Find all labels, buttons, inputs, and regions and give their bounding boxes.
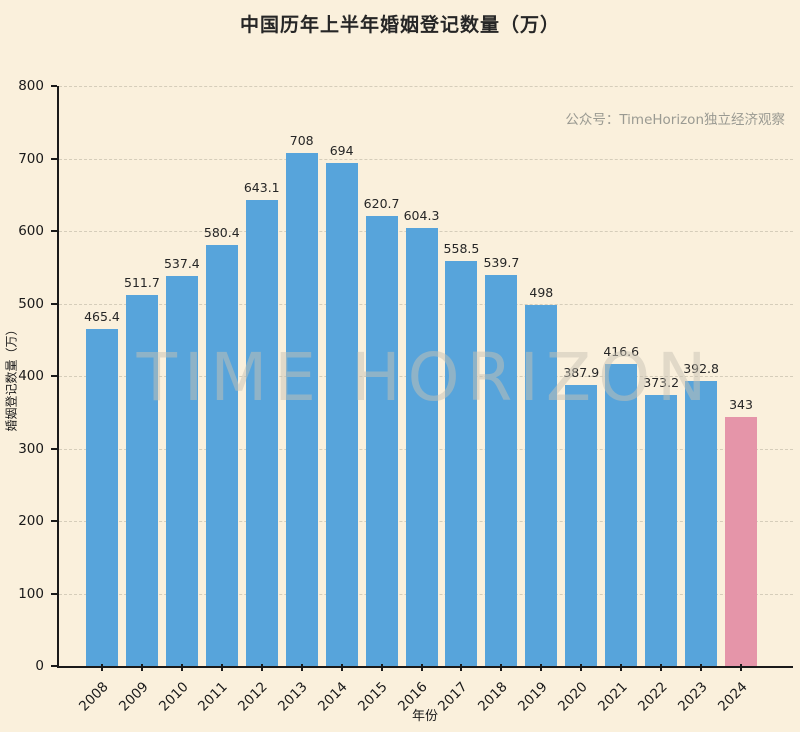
bar-value-label: 558.5 — [443, 241, 480, 257]
bar-value-label: 604.3 — [403, 207, 440, 223]
bar — [285, 152, 318, 666]
y-tick — [51, 665, 57, 667]
chart-title: 中国历年上半年婚姻登记数量（万） — [239, 14, 560, 36]
bar — [485, 274, 518, 666]
y-tick-label: 500 — [18, 295, 44, 312]
x-tick — [260, 664, 263, 671]
x-tick — [300, 664, 303, 671]
x-tick — [580, 664, 583, 671]
plot-area: 465.4 511.7 537.4 580.4 643.1 708 694 620.7 604.… — [57, 86, 793, 671]
bar — [445, 261, 478, 666]
y-tick-label: 400 — [18, 368, 44, 384]
y-tick — [51, 157, 57, 160]
bar — [685, 381, 718, 666]
bar — [325, 162, 358, 666]
x-tick — [340, 664, 343, 671]
x-tick — [540, 664, 543, 671]
y-tick — [51, 375, 57, 377]
x-tick — [420, 664, 423, 671]
y-tick-label: 700 — [18, 150, 44, 167]
bar — [365, 216, 398, 666]
x-tick — [220, 664, 223, 671]
bar — [125, 295, 158, 666]
bar-value-label: 392.8 — [683, 361, 719, 377]
x-tick — [700, 664, 703, 671]
y-tick-label: 100 — [18, 585, 44, 602]
x-tick — [101, 664, 103, 671]
y-tick — [51, 302, 57, 305]
bar — [86, 328, 118, 666]
y-tick — [51, 520, 57, 522]
x-tick — [460, 664, 463, 671]
bar-value-label: 580.4 — [203, 225, 240, 241]
gridline — [59, 86, 793, 87]
x-tick — [380, 664, 383, 671]
y-tick-label: 600 — [18, 223, 44, 239]
bar — [725, 417, 758, 666]
bar-value-label: 539.7 — [483, 254, 520, 270]
bar — [205, 245, 238, 666]
x-tick — [180, 664, 183, 671]
y-tick — [51, 230, 57, 232]
x-tick — [500, 664, 503, 671]
bar-value-label: 343 — [729, 397, 753, 413]
gridline — [59, 158, 793, 160]
bar-value-label: 387.9 — [563, 364, 600, 380]
y-tick — [51, 592, 57, 595]
bar-value-label: 708 — [289, 132, 314, 148]
bar-value-label: 416.6 — [603, 343, 640, 359]
bar-value-label: 537.4 — [163, 256, 200, 272]
bar — [165, 276, 198, 666]
x-axis-label: 年份 — [411, 709, 438, 724]
x-tick — [740, 664, 743, 671]
bar-value-label: 373.2 — [643, 375, 680, 391]
y-tick — [51, 85, 57, 87]
x-tick — [140, 664, 143, 671]
bar-value-label: 620.7 — [363, 196, 400, 211]
bar — [565, 384, 598, 666]
x-tick — [660, 664, 663, 671]
bar-value-label: 465.4 — [84, 308, 120, 324]
y-tick — [51, 447, 57, 450]
bar-value-label: 643.1 — [243, 179, 280, 195]
bar — [605, 363, 638, 666]
bar-value-label: 498 — [529, 284, 554, 300]
y-axis-ticks: 0 100 200 300 400 500 600 700 800 — [0, 78, 57, 674]
y-tick-label: 200 — [18, 513, 44, 529]
credit-text: 公众号：TimeHorizon独立经济观察 — [565, 112, 785, 128]
y-tick-label: 300 — [18, 440, 44, 457]
y-tick-label: 800 — [18, 78, 44, 94]
bar — [245, 199, 278, 666]
bar — [405, 227, 438, 666]
bar-value-label: 511.7 — [124, 275, 160, 291]
bar — [525, 304, 558, 666]
y-tick-label: 0 — [35, 658, 44, 674]
bar-value-label: 694 — [329, 142, 354, 158]
bar — [645, 395, 678, 666]
x-tick — [620, 664, 623, 671]
